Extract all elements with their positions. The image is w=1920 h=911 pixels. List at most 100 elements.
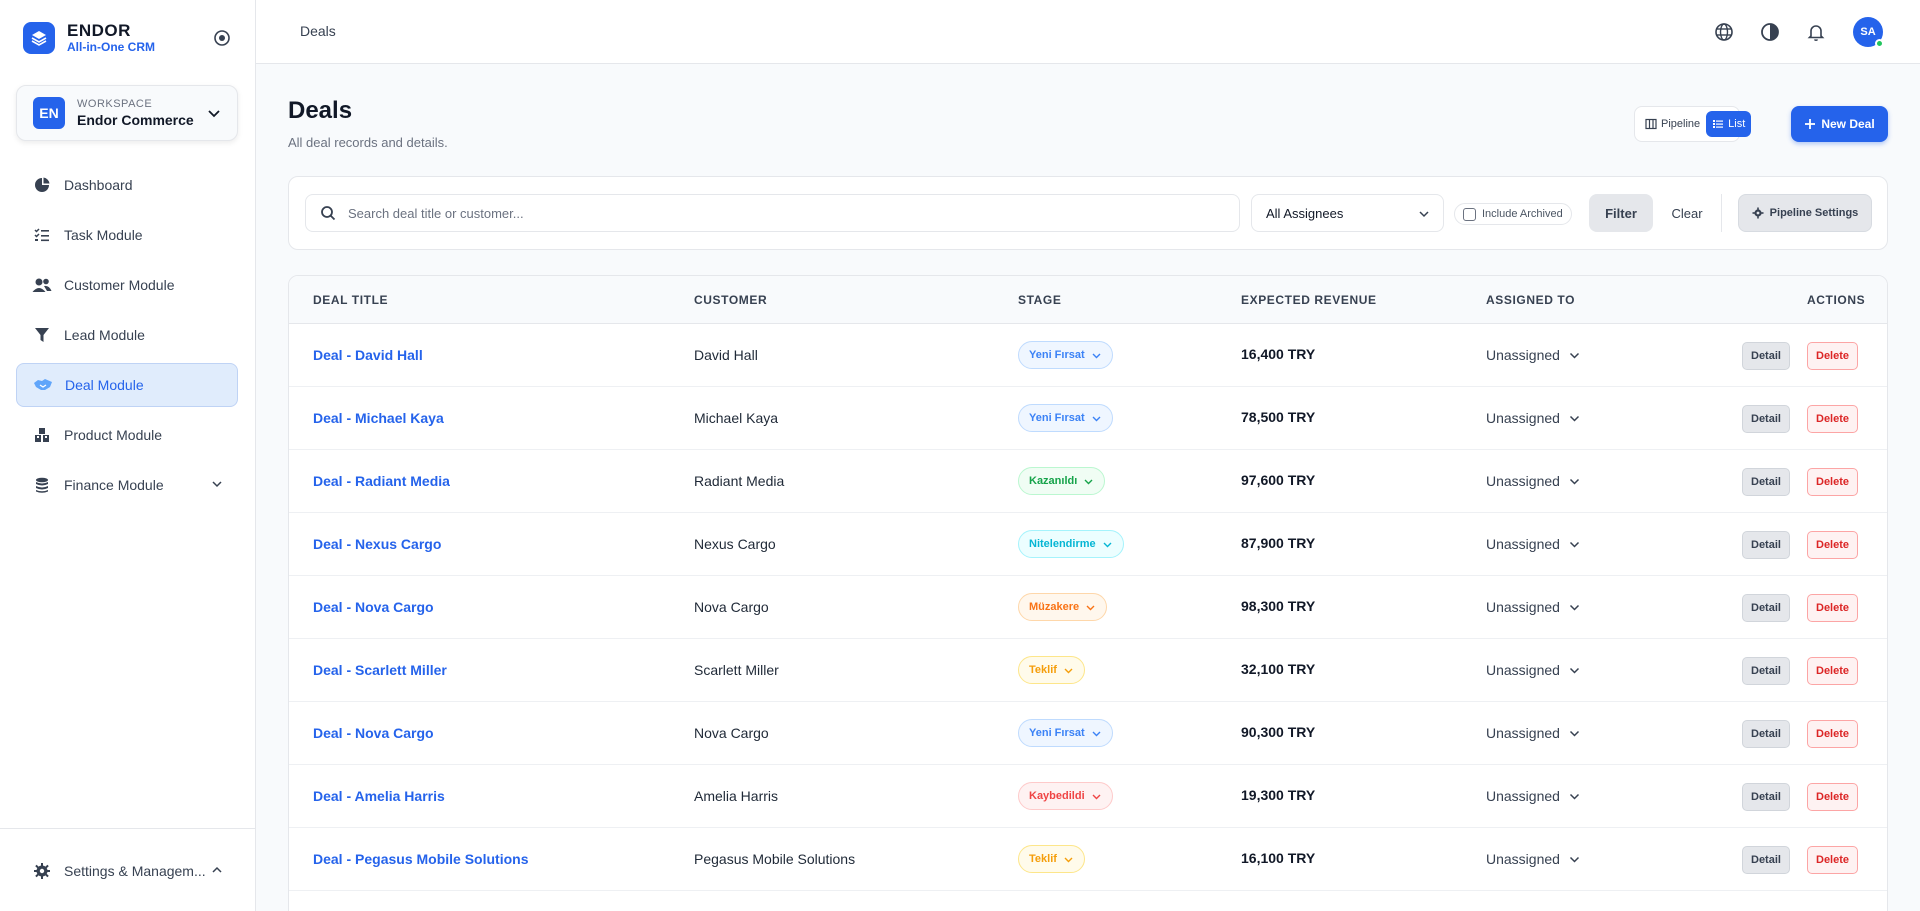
expected-revenue: 97,600 TRY <box>1241 472 1316 488</box>
sidebar-item-finance[interactable]: Finance Module <box>16 463 238 507</box>
column-header-assigned-to[interactable]: ASSIGNED TO <box>1486 293 1576 307</box>
workspace-switcher[interactable]: EN WORKSPACE Endor Commerce <box>16 85 238 141</box>
stage-dropdown[interactable]: Teklif <box>1018 656 1085 684</box>
delete-button[interactable]: Delete <box>1807 783 1859 811</box>
customer-name: David Hall <box>694 347 758 363</box>
chevron-down-icon <box>1569 541 1579 548</box>
pipeline-settings-button[interactable]: Pipeline Settings <box>1738 194 1872 232</box>
list-view-label: List <box>1728 118 1746 130</box>
assignee-dropdown[interactable]: Unassigned <box>1486 851 1581 867</box>
assignee-dropdown[interactable]: Unassigned <box>1486 347 1581 363</box>
column-header-expected-revenue[interactable]: EXPECTED REVENUE <box>1241 293 1377 307</box>
sidebar-item-dashboard[interactable]: Dashboard <box>16 163 238 207</box>
chevron-down-icon <box>1103 542 1112 547</box>
deal-title-link[interactable]: Deal - Radiant Media <box>313 473 450 489</box>
delete-button[interactable]: Delete <box>1807 468 1859 496</box>
stage-dropdown[interactable]: Kaybedildi <box>1018 782 1113 810</box>
stage-dropdown[interactable]: Nitelendirme <box>1018 530 1124 558</box>
sidebar-item-customer[interactable]: Customer Module <box>16 263 238 307</box>
delete-button[interactable]: Delete <box>1807 720 1859 748</box>
stage-dropdown[interactable]: Kazanıldı <box>1018 467 1106 495</box>
sidebar-item-label: Product Module <box>64 427 163 443</box>
deal-title-link[interactable]: Deal - Amelia Harris <box>313 788 445 804</box>
column-header-actions: ACTIONS <box>1807 293 1866 307</box>
new-deal-button[interactable]: New Deal <box>1791 106 1888 142</box>
expected-revenue: 19,300 TRY <box>1241 787 1316 803</box>
deal-title-link[interactable]: Deal - David Hall <box>313 347 423 363</box>
stage-dropdown[interactable]: Teklif <box>1018 845 1085 873</box>
sidebar-collapse-icon[interactable] <box>212 28 232 48</box>
delete-button[interactable]: Delete <box>1807 405 1859 433</box>
column-header-customer[interactable]: CUSTOMER <box>694 293 768 307</box>
filter-button[interactable]: Filter <box>1589 194 1653 232</box>
delete-button[interactable]: Delete <box>1807 531 1859 559</box>
deal-title-link[interactable]: Deal - Nova Cargo <box>313 599 434 615</box>
sidebar-item-label: Deal Module <box>65 377 144 393</box>
include-archived-checkbox[interactable] <box>1463 207 1476 221</box>
sidebar-item-deal[interactable]: Deal Module <box>16 363 238 407</box>
delete-button[interactable]: Delete <box>1807 657 1859 685</box>
sidebar-item-settings[interactable]: Settings & Managem... <box>32 861 206 881</box>
list-view-button[interactable]: List <box>1706 111 1752 137</box>
assignee-dropdown[interactable]: Unassigned <box>1486 788 1581 804</box>
chevron-down-icon <box>1569 730 1579 737</box>
chevron-down-icon <box>1569 604 1579 611</box>
customer-name: Pegasus Mobile Solutions <box>694 851 856 867</box>
column-header-stage[interactable]: STAGE <box>1018 293 1062 307</box>
deal-title-link[interactable]: Deal - Pegasus Mobile Solutions <box>313 851 529 867</box>
delete-button[interactable]: Delete <box>1807 594 1859 622</box>
sidebar-item-task[interactable]: Task Module <box>16 213 238 257</box>
coins-icon <box>32 475 52 495</box>
globe-icon[interactable] <box>1714 22 1734 42</box>
user-avatar[interactable]: SA <box>1853 17 1884 48</box>
contrast-icon[interactable] <box>1760 22 1780 42</box>
stage-dropdown[interactable]: Yeni Fırsat <box>1018 341 1113 369</box>
workspace-label: WORKSPACE <box>77 98 153 110</box>
assignee-dropdown[interactable]: Unassigned <box>1486 599 1581 615</box>
stage-dropdown[interactable]: Yeni Fırsat <box>1018 404 1113 432</box>
chevron-down-icon <box>1569 352 1579 359</box>
brand[interactable]: ENDOR All-in-One CRM <box>23 22 155 54</box>
deal-title-link[interactable]: Deal - Michael Kaya <box>313 410 444 426</box>
column-header-deal-title[interactable]: DEAL TITLE <box>313 293 389 307</box>
include-archived-toggle[interactable]: Include Archived <box>1454 203 1572 225</box>
sidebar-item-label: Dashboard <box>64 177 133 193</box>
workspace-avatar: EN <box>33 97 65 129</box>
brand-subtitle: All-in-One CRM <box>67 40 155 54</box>
assignee-dropdown[interactable]: Unassigned <box>1486 662 1581 678</box>
assignee-dropdown[interactable]: Unassigned <box>1486 410 1581 426</box>
assignee-dropdown[interactable]: Unassigned <box>1486 725 1581 741</box>
delete-button[interactable]: Delete <box>1807 846 1859 874</box>
chevron-up-icon[interactable] <box>210 863 224 877</box>
stage-label: Yeni Fırsat <box>1029 349 1085 361</box>
assignee-dropdown[interactable]: Unassigned <box>1486 473 1581 489</box>
expected-revenue: 98,300 TRY <box>1241 598 1316 614</box>
detail-button[interactable]: Detail <box>1742 531 1790 559</box>
stage-dropdown[interactable]: Yeni Fırsat <box>1018 719 1113 747</box>
detail-button[interactable]: Detail <box>1742 657 1790 685</box>
delete-button[interactable]: Delete <box>1807 342 1859 370</box>
sidebar-item-product[interactable]: Product Module <box>16 413 238 457</box>
stage-dropdown[interactable]: Müzakere <box>1018 593 1108 621</box>
pipeline-view-button[interactable]: Pipeline <box>1639 111 1706 137</box>
sidebar-item-lead[interactable]: Lead Module <box>16 313 238 357</box>
assignee-dropdown[interactable]: Unassigned <box>1486 536 1581 552</box>
detail-button[interactable]: Detail <box>1742 783 1790 811</box>
detail-button[interactable]: Detail <box>1742 846 1790 874</box>
deal-title-link[interactable]: Deal - Nexus Cargo <box>313 536 442 552</box>
detail-button[interactable]: Detail <box>1742 342 1790 370</box>
detail-button[interactable]: Detail <box>1742 405 1790 433</box>
deal-title-link[interactable]: Deal - Nova Cargo <box>313 725 434 741</box>
deal-title-link[interactable]: Deal - Scarlett Miller <box>313 662 447 678</box>
assignee-select[interactable]: All Assignees <box>1251 194 1444 232</box>
detail-button[interactable]: Detail <box>1742 594 1790 622</box>
sidebar-item-label: Task Module <box>64 227 143 243</box>
search-input[interactable] <box>348 205 1198 221</box>
table-row: Deal - Scarlett Miller Scarlett Miller T… <box>289 639 1887 702</box>
chevron-down-icon <box>1092 353 1101 358</box>
bell-icon[interactable] <box>1806 22 1826 42</box>
clear-button[interactable]: Clear <box>1671 205 1703 221</box>
customer-name: Radiant Media <box>694 473 785 489</box>
detail-button[interactable]: Detail <box>1742 468 1790 496</box>
detail-button[interactable]: Detail <box>1742 720 1790 748</box>
